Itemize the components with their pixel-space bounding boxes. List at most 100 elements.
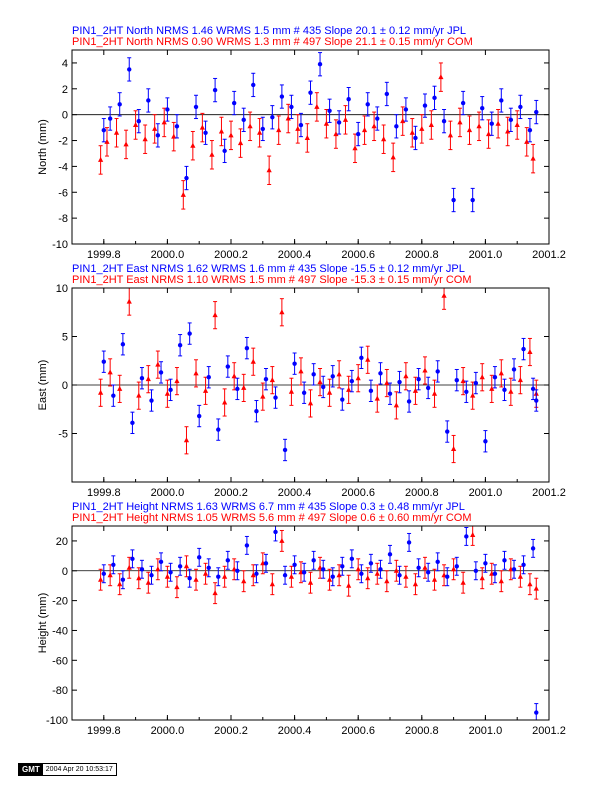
data-point: [502, 558, 507, 563]
y-tick-label: -40: [52, 625, 68, 637]
data-point: [126, 298, 132, 304]
data-point: [470, 392, 476, 398]
data-point: [466, 127, 473, 133]
data-point: [533, 585, 539, 591]
data-point: [251, 82, 256, 88]
data-point: [260, 126, 265, 132]
y-tick-label: -10: [52, 239, 68, 251]
y-tick-label: -80: [52, 685, 68, 697]
data-point: [390, 154, 396, 160]
data-point: [479, 374, 485, 380]
data-point: [432, 95, 437, 101]
data-point: [136, 118, 141, 124]
x-tick-label: 2000.0: [151, 487, 185, 499]
data-point: [517, 377, 523, 383]
data-point: [155, 361, 161, 367]
data-point: [222, 148, 227, 154]
y-tick-label: 0: [62, 110, 68, 122]
north-axes-frame: [71, 49, 550, 245]
data-point: [349, 378, 355, 384]
data-point: [241, 117, 246, 123]
data-point: [120, 342, 126, 347]
data-point: [231, 100, 237, 106]
data-point: [142, 136, 148, 142]
data-point: [492, 571, 498, 576]
data-point: [346, 386, 352, 392]
data-point: [457, 119, 463, 125]
data-point: [441, 292, 447, 298]
x-tick-label: 2000.4: [278, 487, 312, 499]
data-point: [289, 104, 294, 110]
data-point: [149, 398, 154, 403]
data-point: [158, 559, 164, 565]
data-point: [155, 133, 161, 138]
data-point: [107, 572, 113, 578]
x-tick-label: 2001.2: [532, 487, 566, 499]
data-point: [336, 120, 342, 125]
data-point: [393, 567, 399, 573]
data-point: [384, 91, 390, 97]
data-point: [342, 116, 349, 122]
y-tick-label: -4: [58, 161, 68, 173]
data-point: [349, 556, 355, 562]
data-point: [445, 429, 450, 434]
data-point: [190, 142, 196, 148]
data-point: [387, 391, 393, 396]
y-tick-label: -5: [58, 429, 68, 441]
data-point: [279, 94, 285, 99]
data-point: [473, 380, 479, 386]
data-point: [476, 123, 482, 129]
x-tick-label: 2000.0: [151, 725, 185, 737]
data-point: [202, 570, 209, 576]
data-point: [534, 710, 539, 715]
height-series-com: [98, 525, 539, 605]
data-point: [454, 377, 459, 383]
data-point: [527, 349, 533, 355]
x-tick-label: 2001.0: [469, 249, 503, 261]
y-tick-label: -8: [58, 213, 68, 225]
data-point: [206, 375, 211, 380]
data-point: [403, 373, 409, 379]
x-tick-label: 2000.2: [214, 487, 248, 499]
data-point: [174, 378, 180, 384]
data-point: [158, 370, 164, 375]
data-point: [308, 90, 313, 95]
data-point: [534, 398, 539, 403]
data-point: [187, 331, 192, 336]
data-point: [441, 118, 447, 124]
data-point: [130, 556, 135, 562]
y-tick-label: 10: [56, 283, 68, 295]
height-header-jpl: PIN1_2HT Height NRMS 1.63 WRMS 6.7 mm # …: [72, 501, 465, 513]
data-point: [397, 379, 402, 385]
y-tick-label: 4: [62, 58, 68, 70]
x-tick-label: 2000.2: [214, 725, 248, 737]
data-point: [285, 115, 291, 121]
data-point: [470, 197, 475, 203]
height-axes-frame: [71, 525, 550, 721]
data-point: [368, 561, 374, 566]
data-point: [527, 127, 533, 133]
data-point: [435, 559, 440, 565]
data-point: [413, 135, 418, 141]
data-point: [244, 543, 250, 548]
data-point: [177, 343, 183, 348]
x-tick-label: 2000.0: [151, 249, 185, 261]
data-point: [317, 62, 323, 67]
data-point: [260, 393, 266, 399]
data-point: [311, 558, 316, 563]
data-point: [464, 389, 469, 394]
data-point: [307, 400, 314, 406]
data-point: [212, 87, 218, 93]
north-series-com: [98, 62, 536, 210]
data-point: [298, 122, 304, 128]
data-point: [168, 570, 173, 575]
data-point: [257, 129, 263, 135]
data-point: [403, 107, 409, 112]
x-tick-label: 2000.2: [214, 249, 248, 261]
data-point: [326, 389, 333, 395]
y-tick-label: 0: [62, 566, 68, 578]
data-point: [365, 356, 371, 362]
data-point: [101, 571, 107, 576]
data-point: [454, 564, 459, 569]
gmt-timestamp: 2004 Apr 20 10:53:17: [42, 764, 116, 775]
